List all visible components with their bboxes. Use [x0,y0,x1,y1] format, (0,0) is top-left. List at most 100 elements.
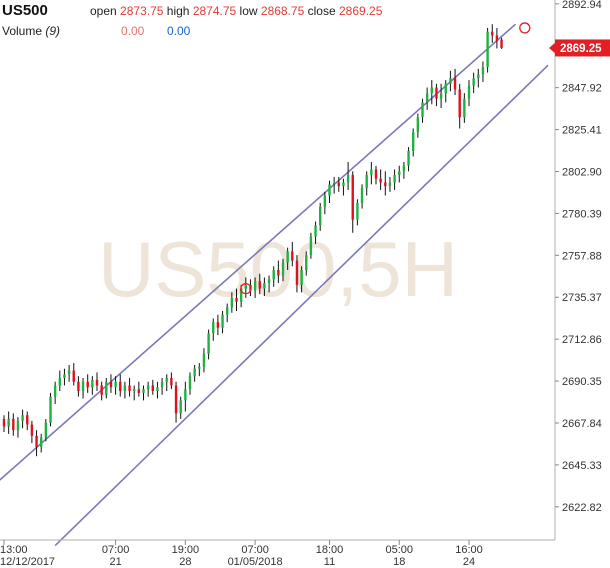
candle-body [267,279,271,284]
candle [323,191,327,215]
candle [444,80,447,103]
candle-body [212,322,215,334]
candle [212,318,215,341]
candle-body [119,381,122,392]
candle-body [458,89,461,118]
y-tick-label: 2690.35 [562,376,602,388]
open-value: 2873.75 [120,4,164,18]
candle [263,277,266,297]
y-tick-label: 2825.41 [562,125,602,137]
trend-channel[interactable] [0,23,549,547]
last-price-box: 2869.25 [549,39,610,57]
x-tick-label: 16:00 [455,544,483,556]
candle [309,232,313,259]
candle [412,128,415,157]
last-price-label: 2869.25 [560,43,602,55]
candle [472,72,475,94]
candle-body [137,389,141,393]
candle [491,24,494,43]
candle [49,392,52,427]
candle-body [26,415,29,425]
candle [40,433,43,453]
candle [72,363,75,386]
open-label: open [90,4,117,18]
candle-body [305,255,308,270]
candle [305,251,308,276]
volume-label: Volume [2,24,43,38]
candle-body [123,385,127,392]
high-label: high [166,4,190,18]
candle [286,247,289,270]
candle [193,364,196,382]
candle-body [30,424,34,436]
candle [281,258,285,282]
candle [393,169,396,190]
candle [430,80,433,105]
candle-body [35,435,38,447]
candle [477,68,480,88]
channel-markers [240,22,531,295]
candle-body [72,370,75,382]
candle [137,381,141,397]
candle-body [439,93,443,99]
candle [202,348,206,373]
candle [328,180,331,203]
candle [119,374,122,397]
candle [481,61,485,82]
candle [388,176,392,192]
candle-body [95,379,99,386]
candle [188,372,192,395]
candle-body [7,418,10,427]
candle-body [277,270,280,276]
candle [402,162,406,179]
x-tick-sublabel: 11 [324,556,335,568]
candle [2,415,6,432]
candle-body [114,381,117,388]
volume-value-2: 0.00 [167,24,191,38]
candle-body [328,184,331,196]
symbol-name[interactable]: US500 [2,2,48,19]
x-tick-sublabel: 24 [463,556,475,568]
candle [379,169,382,190]
candles [2,24,503,457]
x-tick-label: 07:00 [102,544,130,556]
candle-body [309,236,313,256]
candle-body [258,281,261,289]
candle-body [467,85,471,99]
candle [495,27,499,49]
candle [337,176,340,192]
candle-body [160,381,164,388]
candle-body [477,74,480,79]
x-tick-label: 05:00 [385,544,413,556]
candle [53,381,57,405]
candle [86,374,89,393]
candle [319,202,322,231]
candle [314,221,317,244]
channel-line-upper [0,23,517,481]
candle [114,376,117,395]
volume-value-1: 0.00 [121,24,145,38]
candle-body [486,31,489,68]
y-tick-label: 2847.92 [562,83,602,95]
x-axis-ticks[interactable]: 13:0012/12/201707:002119:002807:0001/05/… [0,540,483,568]
candle-body [207,333,210,354]
candle [67,364,71,382]
volume-indicator[interactable]: Volume (9) [2,24,60,38]
candle-body [295,260,299,285]
candle-body [430,87,433,94]
candle-body [360,188,364,203]
x-tick-sublabel: 28 [179,556,191,568]
candle [174,381,178,423]
y-tick-label: 2802.90 [562,166,602,178]
candle-body [235,297,238,302]
candle [142,385,145,401]
candle-body [351,175,354,220]
candle [258,273,261,295]
candle-body [184,389,187,401]
candle-body [109,381,113,388]
candle [272,266,275,287]
candle [160,378,164,395]
y-axis-ticks[interactable]: 2892.942870.432847.922825.412802.902780.… [555,0,602,514]
candle [295,255,299,293]
